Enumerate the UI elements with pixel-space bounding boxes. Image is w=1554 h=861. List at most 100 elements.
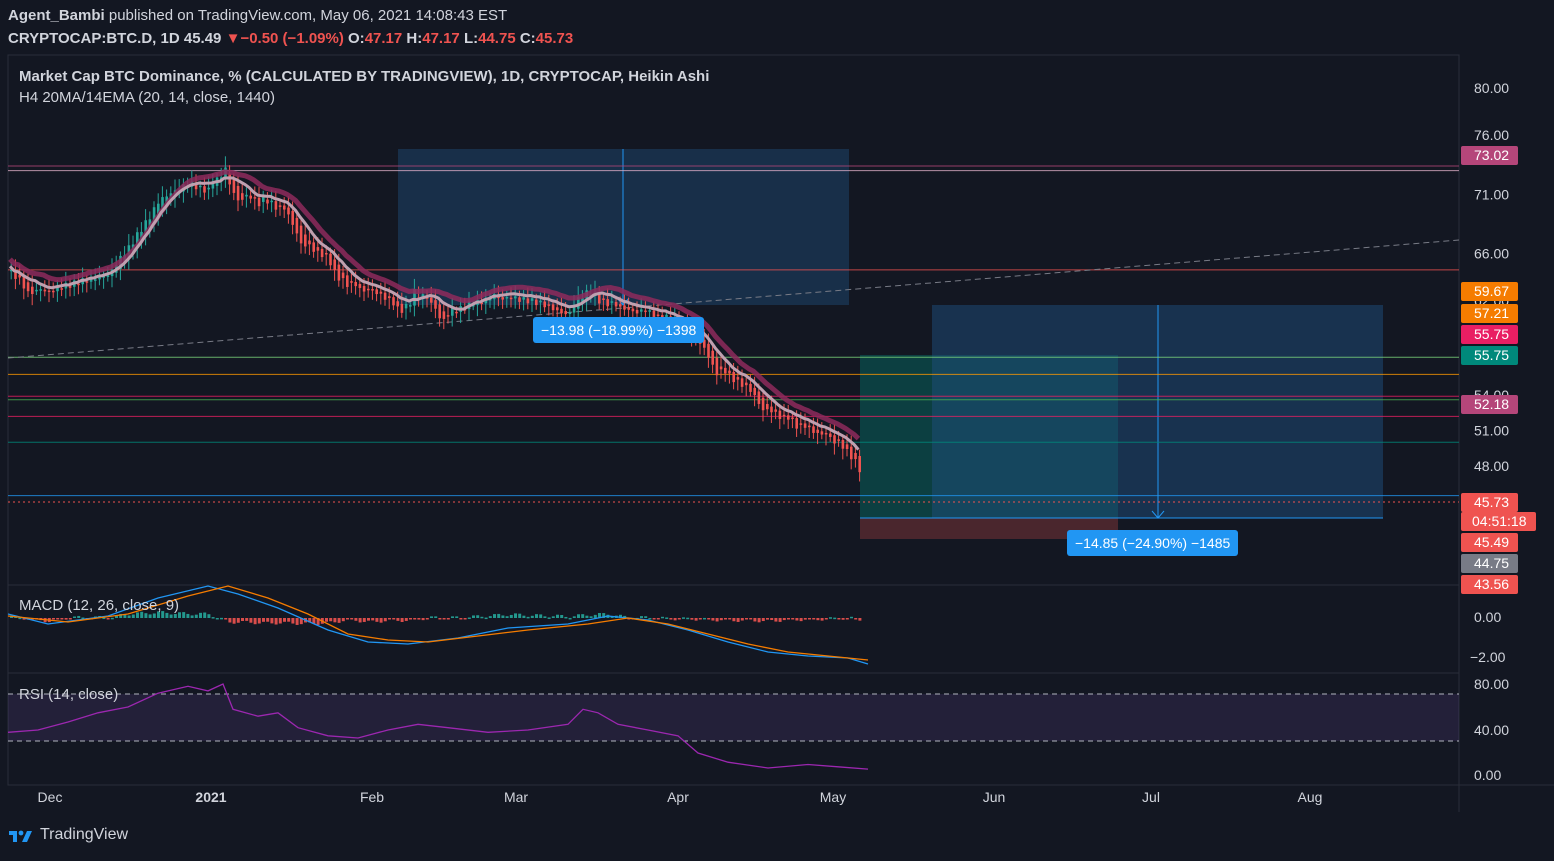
- macd-bar: [110, 617, 114, 620]
- candle-body: [320, 248, 324, 258]
- indicator-legend[interactable]: H4 20MA/14EMA (20, 14, close, 1440): [19, 89, 275, 106]
- candle-body: [333, 259, 336, 270]
- macd-bar: [52, 618, 55, 620]
- candle-body: [161, 197, 164, 210]
- candle-body: [354, 281, 357, 287]
- macd-bar: [690, 618, 694, 620]
- candle-body: [47, 290, 51, 293]
- ohlc-bar: CRYPTOCAP:BTC.D, 1D 45.49 ▼−0.50 (−1.09%…: [8, 30, 573, 47]
- macd-bar: [350, 618, 354, 620]
- price-tick: 66.00: [1474, 245, 1509, 261]
- macd-bar: [299, 618, 303, 625]
- trend-line[interactable]: [7, 239, 1460, 359]
- candle-body: [295, 217, 299, 234]
- macd-bar: [463, 618, 467, 620]
- candle-body: [761, 397, 765, 411]
- macd-bar: [182, 612, 186, 618]
- candle-body: [165, 196, 168, 204]
- macd-bar: [833, 617, 837, 620]
- macd-bar: [505, 616, 509, 618]
- candle-body: [341, 272, 345, 279]
- macd-bar: [585, 615, 589, 618]
- price-tag: 45.49: [1461, 533, 1518, 552]
- macd-bar: [207, 614, 211, 618]
- high-value: 47.17: [422, 30, 460, 47]
- footer-brand[interactable]: TradingView: [40, 826, 129, 843]
- candle-body: [644, 310, 647, 313]
- price-tag: 55.75: [1461, 346, 1518, 365]
- time-axis[interactable]: Dec 2021 Feb Mar Apr May Jun Jul Aug: [38, 789, 1323, 805]
- macd-bar: [820, 618, 824, 621]
- macd-bar: [388, 618, 391, 620]
- candle-body: [388, 296, 391, 299]
- macd-bar: [757, 618, 761, 623]
- macd-bar: [203, 612, 207, 618]
- candle-body: [526, 298, 530, 304]
- candles: [10, 156, 861, 482]
- macd-bar: [144, 613, 148, 618]
- macd-bar: [379, 618, 383, 623]
- macd-bar: [564, 616, 568, 619]
- candle-body: [383, 292, 387, 300]
- candle-body: [438, 304, 441, 319]
- candle-body: [148, 219, 152, 229]
- rsi-legend[interactable]: RSI (14, close): [19, 686, 119, 703]
- macd-bar: [698, 618, 702, 620]
- macd-bar: [812, 618, 816, 620]
- macd-bar: [619, 614, 622, 618]
- candle-body: [745, 382, 748, 386]
- candle-body: [400, 303, 404, 313]
- footer[interactable]: TradingView: [8, 826, 128, 844]
- candle-body: [577, 297, 580, 309]
- candle-body: [656, 314, 660, 317]
- time-tick: Mar: [504, 789, 528, 805]
- candle-body: [106, 275, 110, 277]
- macd-bar: [194, 614, 198, 618]
- macd-bar: [337, 618, 341, 623]
- measure-label-2[interactable]: −14.85 (−24.90%) −1485: [1067, 530, 1239, 556]
- price-change: −0.50 (−1.09%): [240, 30, 344, 47]
- long-position-loss-zone[interactable]: [860, 518, 1118, 539]
- candle-body: [291, 210, 294, 225]
- macd-bar: [438, 618, 442, 620]
- macd-legend[interactable]: MACD (12, 26, close, 9): [19, 597, 180, 614]
- candle-body: [808, 425, 811, 428]
- candle-body: [308, 240, 311, 245]
- macd-bar: [774, 618, 778, 622]
- macd-bar: [530, 615, 534, 618]
- candle-body: [530, 298, 534, 301]
- candle-body: [60, 288, 63, 290]
- macd-bar: [476, 615, 480, 618]
- horizontal-levels[interactable]: [8, 165, 1459, 497]
- close-label: C:: [519, 30, 536, 47]
- candle-body: [837, 439, 840, 441]
- macd-bar: [400, 618, 404, 622]
- macd-bar: [761, 618, 765, 622]
- candle-body: [606, 299, 609, 307]
- macd-bar: [375, 618, 379, 622]
- candle-body: [316, 247, 320, 251]
- macd-bar: [766, 618, 769, 620]
- author-name[interactable]: Agent_Bambi: [8, 7, 105, 24]
- candle-body: [791, 417, 794, 420]
- candle-body: [829, 433, 832, 437]
- candle-body: [451, 307, 454, 316]
- macd-bar: [791, 618, 795, 620]
- macd-bar: [341, 618, 345, 622]
- macd-bar: [77, 615, 81, 618]
- candle-body: [472, 305, 475, 307]
- macd-bar: [623, 615, 627, 618]
- measure-label-1[interactable]: −13.98 (−18.99%) −1398: [533, 317, 705, 343]
- candle-body: [812, 426, 815, 433]
- macd-bar: [707, 618, 711, 620]
- candle-body: [749, 383, 752, 392]
- macd-bar: [845, 618, 849, 620]
- candle-body: [707, 343, 710, 358]
- candle-body: [203, 186, 206, 193]
- candle-body: [52, 290, 55, 293]
- candle-body: [199, 185, 202, 188]
- macd-bar: [73, 616, 76, 618]
- macd-bar: [770, 618, 774, 621]
